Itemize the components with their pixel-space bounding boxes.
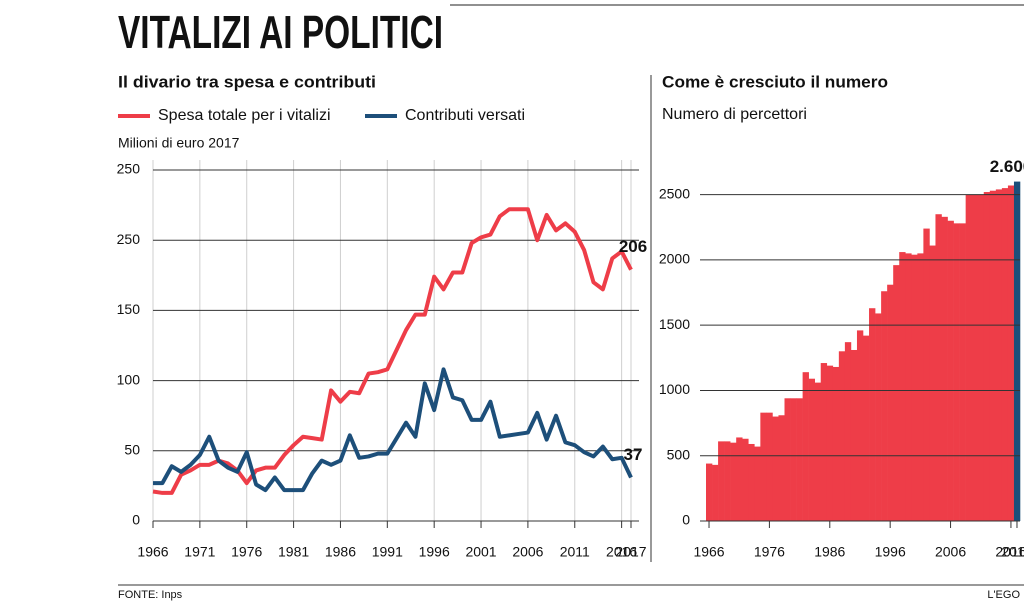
bar	[887, 284, 894, 521]
bar	[832, 366, 840, 521]
x-tick-label: 1996	[419, 544, 450, 560]
bar	[856, 330, 864, 521]
x-tick-label: 1986	[814, 544, 845, 560]
left-y-label: Milioni di euro 2017	[118, 135, 240, 151]
y-tick-label: 250	[117, 161, 141, 177]
x-tick-label: 1996	[875, 544, 906, 560]
bar	[796, 398, 803, 521]
x-tick-label: 1971	[184, 544, 215, 560]
bar	[923, 228, 930, 521]
y-tick-label: 0	[682, 512, 690, 528]
bar	[814, 382, 822, 521]
bar	[899, 252, 906, 522]
bar	[875, 313, 882, 521]
bar	[802, 372, 809, 521]
bar	[941, 216, 948, 521]
y-tick-label: 1500	[659, 316, 690, 332]
bar	[736, 437, 743, 521]
bar	[748, 443, 755, 521]
bar	[778, 415, 785, 521]
bar	[772, 416, 779, 521]
y-tick-label: 0	[132, 512, 140, 528]
y-tick-label: 2500	[659, 185, 690, 201]
bar	[989, 190, 997, 521]
x-tick-label: 2011	[560, 544, 590, 560]
bar	[983, 192, 991, 521]
series-line	[153, 367, 633, 493]
bar	[935, 214, 942, 521]
bar	[826, 365, 834, 521]
bar	[1001, 188, 1009, 522]
bar	[730, 442, 737, 521]
x-tick-label: 2001	[465, 544, 496, 560]
end-annotation: 37	[624, 445, 643, 464]
bar	[712, 464, 719, 521]
bar	[844, 342, 852, 521]
bar	[1007, 185, 1015, 522]
y-tick-label: 50	[124, 442, 140, 458]
right-y-label: Numero di percettori	[662, 106, 807, 123]
bar	[790, 398, 797, 521]
y-tick-label: 2000	[659, 251, 690, 267]
x-tick-label: 2017	[615, 544, 646, 560]
y-tick-label: 150	[117, 301, 141, 317]
bar	[760, 412, 767, 521]
y-tick-label: 250	[117, 231, 141, 247]
x-tick-label: 1966	[137, 544, 168, 560]
legend-label: Spesa totale per i vitalizi	[158, 107, 331, 124]
x-tick-label: 2017	[1001, 544, 1024, 560]
y-tick-label: 500	[667, 446, 691, 462]
x-tick-label: 2016	[995, 544, 1024, 560]
left-title: Il divario tra spesa e contributi	[118, 72, 376, 91]
bar	[724, 441, 731, 521]
brand: L'EGO	[987, 589, 1020, 601]
bar	[754, 446, 761, 521]
x-tick-label: 2006	[512, 544, 543, 560]
bar	[893, 265, 900, 521]
x-tick-label: 1986	[325, 544, 356, 560]
bar	[917, 253, 924, 521]
bar	[766, 412, 773, 521]
right-title: Come è cresciuto il numero	[662, 72, 888, 91]
bar	[995, 189, 1003, 521]
x-tick-label: 1991	[372, 544, 403, 560]
bar	[784, 398, 791, 521]
x-tick-label: 1976	[231, 544, 262, 560]
bar	[953, 223, 960, 521]
bar	[869, 308, 876, 521]
bar	[850, 349, 858, 521]
legend-label: Contributi versati	[405, 107, 525, 124]
y-tick-label: 100	[117, 371, 141, 387]
bar	[742, 438, 749, 521]
end-annotation: 206	[619, 237, 647, 256]
source: FONTE: Inps	[118, 589, 183, 601]
bar	[808, 378, 815, 521]
bar	[929, 245, 936, 522]
bar	[911, 254, 918, 522]
y-tick-label: 1000	[659, 381, 690, 397]
bar	[965, 194, 972, 522]
bar	[947, 220, 954, 521]
x-tick-label: 2006	[935, 544, 966, 560]
bar	[820, 363, 828, 521]
bar	[881, 291, 888, 521]
bar	[863, 335, 870, 521]
x-tick-label: 1966	[693, 544, 724, 560]
bar	[977, 194, 985, 522]
series-line	[152, 207, 633, 495]
x-tick-label: 1981	[278, 544, 309, 560]
bar	[718, 441, 725, 521]
value-label: 2.600	[990, 157, 1024, 176]
bar	[971, 194, 979, 522]
bar	[838, 351, 846, 521]
bar	[1013, 181, 1021, 521]
main-title: VITALIZI AI POLITICI	[118, 6, 443, 58]
x-tick-label: 1976	[754, 544, 785, 560]
bar	[959, 223, 966, 521]
bar	[706, 463, 713, 521]
bar	[905, 253, 912, 521]
x-tick-label: 2016	[606, 544, 637, 560]
